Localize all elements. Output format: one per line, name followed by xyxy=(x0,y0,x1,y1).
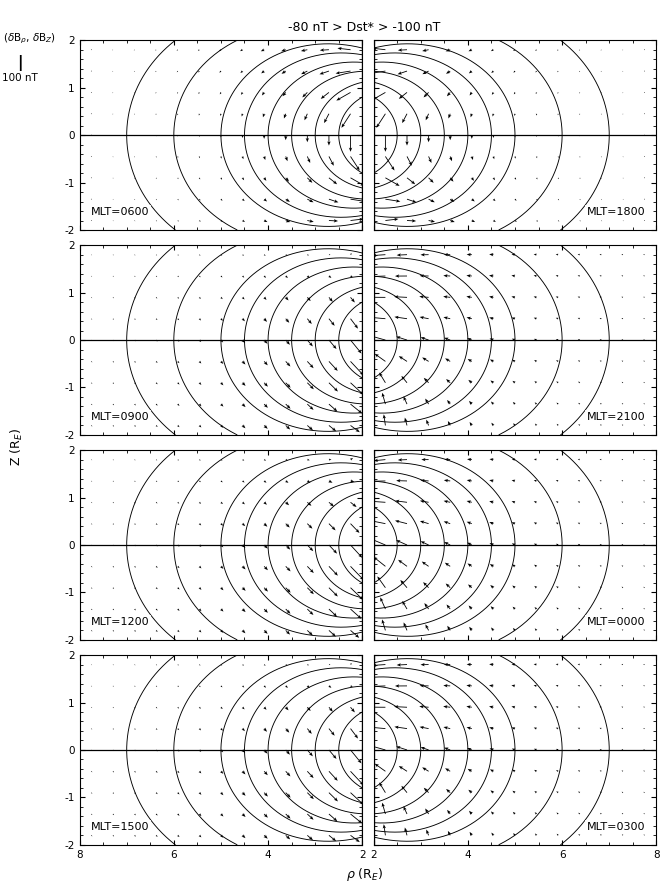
Text: MLT=0600: MLT=0600 xyxy=(91,207,149,216)
Text: MLT=0000: MLT=0000 xyxy=(587,617,645,627)
Text: |: | xyxy=(17,55,23,72)
Text: Z (R$_E$): Z (R$_E$) xyxy=(9,428,25,466)
Text: MLT=1200: MLT=1200 xyxy=(91,617,149,627)
Text: MLT=2100: MLT=2100 xyxy=(587,411,645,422)
Text: 100 nT: 100 nT xyxy=(2,73,38,83)
Text: MLT=1500: MLT=1500 xyxy=(91,822,149,831)
Text: MLT=0300: MLT=0300 xyxy=(587,822,645,831)
Text: ($\delta$B$_{\rho}$, $\delta$B$_Z$): ($\delta$B$_{\rho}$, $\delta$B$_Z$) xyxy=(3,31,56,46)
Text: MLT=0900: MLT=0900 xyxy=(91,411,149,422)
Text: MLT=1800: MLT=1800 xyxy=(587,207,645,216)
Text: $\rho$ (R$_E$): $\rho$ (R$_E$) xyxy=(346,866,383,883)
Text: -80 nT > Dst* > -100 nT: -80 nT > Dst* > -100 nT xyxy=(288,21,441,34)
